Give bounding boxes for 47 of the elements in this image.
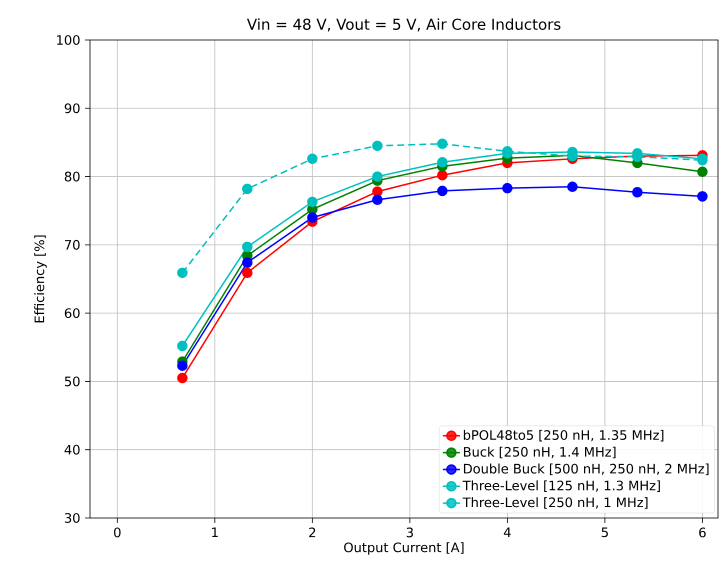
y-tick-label: 50 xyxy=(64,376,80,386)
point xyxy=(372,194,383,206)
x-tick-label: 5 xyxy=(602,528,608,538)
chart-title: Vin = 48 V, Vout = 5 V, Air Core Inductors xyxy=(246,18,560,32)
point xyxy=(177,340,188,352)
legend-label: Double Buck [500 nH, 250 nH, 2 MHz] xyxy=(464,464,709,476)
x-tick-label: 6 xyxy=(699,528,706,538)
x-tick-label: 3 xyxy=(406,528,413,538)
legend-label: bPOL48to5 [250 nH, 1.35 MHz] xyxy=(464,430,664,442)
point xyxy=(632,187,643,198)
x-axis-title: Output Current [A] xyxy=(344,542,464,555)
x-tick-label: 2 xyxy=(309,528,316,538)
point xyxy=(372,140,383,152)
point xyxy=(242,184,253,194)
point xyxy=(437,186,448,196)
y-tick-label: 30 xyxy=(64,513,80,523)
point xyxy=(567,182,578,192)
point xyxy=(177,372,188,384)
point xyxy=(502,182,513,194)
point xyxy=(372,171,383,182)
point xyxy=(697,166,708,178)
point xyxy=(242,268,253,278)
x-tick-label: 0 xyxy=(114,528,121,538)
point xyxy=(242,242,253,252)
y-tick-label: 90 xyxy=(64,103,80,114)
point xyxy=(307,154,318,164)
point xyxy=(242,257,253,268)
point xyxy=(437,156,448,168)
y-tick-label: 60 xyxy=(64,308,80,318)
legend-label: Three-Level [125 nH, 1.3 MHz] xyxy=(462,480,660,492)
x-tick-label: 1 xyxy=(212,528,218,537)
point xyxy=(437,138,448,150)
point xyxy=(177,360,188,371)
point xyxy=(372,186,383,197)
y-tick-label: 80 xyxy=(64,172,80,182)
legend-label: Buck [250 nH, 1.4 MHz] xyxy=(464,446,616,458)
point xyxy=(307,212,318,223)
point xyxy=(697,191,708,202)
point xyxy=(177,268,188,278)
point xyxy=(437,170,448,180)
point xyxy=(307,196,318,208)
y-tick-label: 40 xyxy=(64,444,80,455)
y-axis-title: Efficiency [%] xyxy=(34,235,47,322)
legend-label: Three-Level [250 nH, 1 MHz] xyxy=(462,497,648,509)
x-tick-label: 4 xyxy=(504,528,511,537)
y-tick-label: 100 xyxy=(57,35,80,45)
y-tick-label: 70 xyxy=(65,240,80,250)
